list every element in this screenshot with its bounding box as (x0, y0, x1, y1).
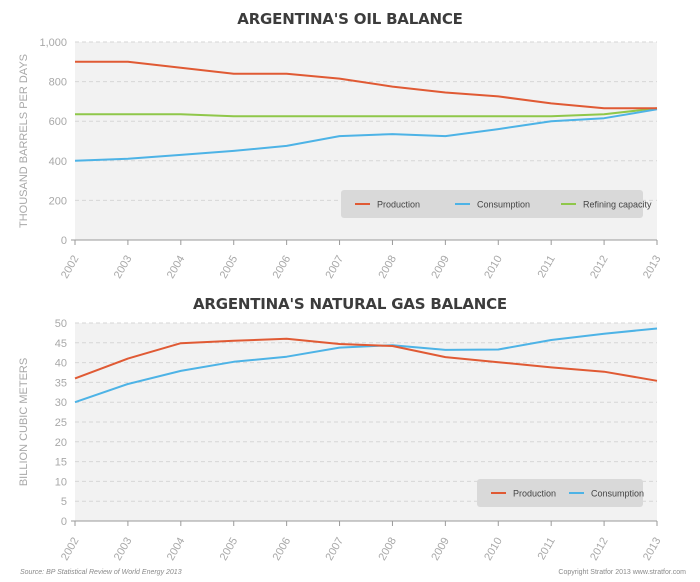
oil-y-tick-label: 400 (49, 156, 67, 168)
oil-legend-label-production: Production (377, 200, 420, 210)
oil-x-tick-label: 2004 (165, 254, 188, 281)
oil-x-tick-label: 2012 (588, 254, 611, 281)
gas-x-tick-label: 2008 (376, 536, 399, 563)
oil-x-tick-label: 2011 (536, 254, 558, 280)
gas-y-tick-label: 5 (61, 496, 67, 508)
oil-x-tick-label: 2007 (324, 254, 347, 281)
gas-x-tick-label: 2013 (641, 536, 664, 563)
gas-y-tick-label: 0 (61, 516, 67, 528)
gas-consumption-line (74, 327, 658, 404)
oil-consumption-line (74, 108, 658, 162)
oil-x-tick-label: 2005 (218, 254, 241, 281)
oil-legend-label-refining-capacity: Refining capacity (583, 200, 652, 210)
gas-y-tick-label: 15 (55, 457, 67, 469)
source-note: Source: BP Statistical Review of World E… (20, 569, 182, 576)
oil-x-tick-label: 2003 (112, 254, 135, 281)
oil-refining-capacity-line (75, 107, 658, 118)
gas-y-tick-label: 40 (55, 358, 67, 370)
oil-y-tick-label: 800 (49, 77, 67, 89)
oil-y-tick-label: 200 (49, 195, 67, 207)
oil-production-line (75, 60, 657, 110)
gas-x-tick-label: 2009 (429, 536, 452, 563)
oil-x-tick-label: 2009 (429, 254, 452, 281)
gas-x-tick-label: 2007 (324, 536, 347, 563)
oil-x-tick-label: 2008 (376, 254, 399, 281)
oil-y-tick-label: 0 (61, 235, 67, 247)
gas-x-tick-label: 2006 (271, 536, 294, 563)
gas-x-tick-label: 2005 (218, 536, 241, 563)
gas-legend: Production Consumption (477, 479, 644, 507)
oil-y-tick-label: 600 (49, 116, 67, 128)
gas-y-tick-label: 20 (55, 437, 67, 449)
copyright-note: Copyright Stratfor 2013 www.stratfor.com (558, 569, 686, 576)
gas-y-tick-label: 35 (55, 377, 67, 389)
oil-y-tick-label: 1,000 (39, 37, 67, 49)
gas-chart-title: ARGENTINA'S NATURAL GAS BALANCE (193, 295, 507, 313)
oil-legend: Production Consumption Refining capacity (341, 190, 652, 218)
oil-x-tick-label: 2013 (641, 254, 664, 281)
gas-x-tick-label: 2010 (482, 536, 505, 563)
gas-x-tick-label: 2003 (112, 536, 135, 563)
gas-x-tick-label: 2011 (536, 536, 558, 562)
oil-x-tick-label: 2002 (59, 254, 82, 281)
gas-legend-label-production: Production (513, 489, 556, 499)
oil-y-axis-title: THOUSAND BARRELS PER DAYS (18, 54, 30, 228)
gas-legend-box (477, 479, 643, 507)
gas-x-tick-label: 2012 (588, 536, 611, 563)
gas-y-tick-label: 30 (55, 397, 67, 409)
oil-x-tick-label: 2010 (482, 253, 505, 280)
oil-legend-label-consumption: Consumption (477, 200, 530, 210)
gas-x-tick-label: 2004 (165, 536, 188, 563)
oil-chart-title: ARGENTINA'S OIL BALANCE (237, 10, 463, 28)
gas-y-tick-label: 50 (55, 318, 67, 330)
oil-legend-box (341, 190, 643, 218)
gas-y-tick-label: 45 (55, 338, 67, 350)
oil-x-tick-label: 2006 (271, 254, 294, 281)
gas-y-tick-label: 25 (55, 417, 67, 429)
gas-production-line (74, 337, 658, 382)
gas-x-tick-label: 2002 (59, 536, 82, 563)
gas-legend-label-consumption: Consumption (591, 489, 644, 499)
gas-y-tick-label: 10 (55, 476, 67, 488)
gas-y-axis-title: BILLION CUBIC METERS (18, 358, 30, 486)
